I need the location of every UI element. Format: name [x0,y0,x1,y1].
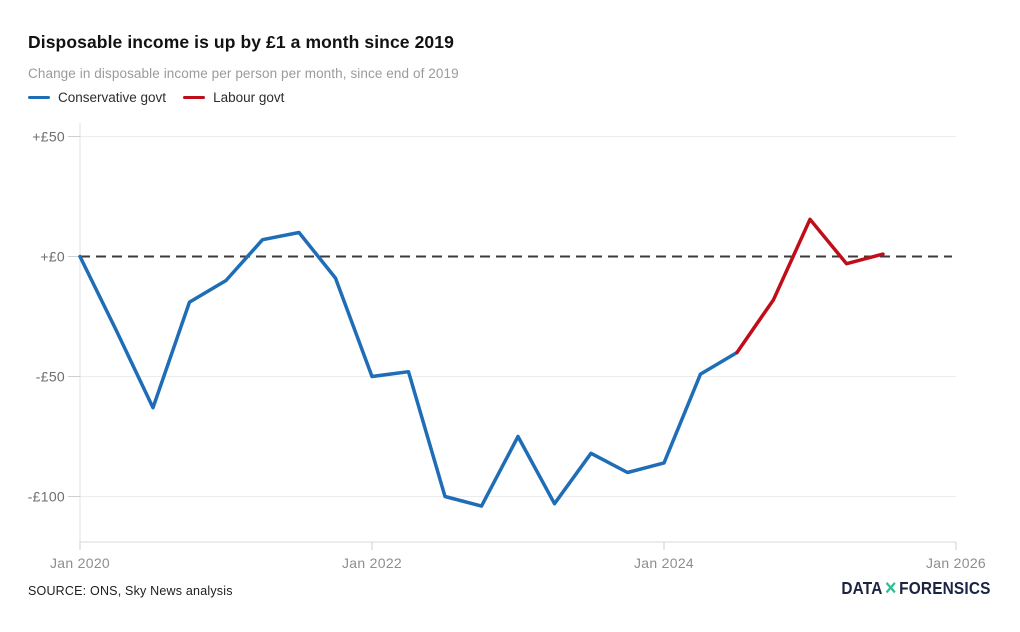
legend: Conservative govt Labour govt [28,90,284,105]
x-axis-label: Jan 2026 [926,555,986,571]
legend-item-labour: Labour govt [183,90,284,105]
conservative-line-swatch [28,96,50,99]
series-line-conservative-govt [78,230,739,508]
chart-subtitle: Change in disposable income per person p… [28,66,459,81]
logo-forensics-text: FORENSICS [899,578,991,598]
labour-line-swatch [183,96,206,99]
x-axis-label: Jan 2022 [342,555,402,571]
y-axis-label: -£50 [36,369,65,385]
logo-data-text: DATA [841,578,883,598]
x-axis-label: Jan 2024 [634,555,694,571]
series-line-labour-govt [735,217,885,355]
page-title: Disposable income is up by £1 a month si… [28,32,454,52]
y-axis-label: +£0 [40,249,65,265]
y-axis-label: -£100 [28,489,65,505]
legend-item-conservative: Conservative govt [28,90,166,105]
data-forensics-logo: DATA ✕ FORENSICS [842,578,991,599]
legend-label-conservative: Conservative govt [58,90,167,105]
x-axis-label: Jan 2020 [50,555,110,571]
logo-x-icon: ✕ [884,578,898,598]
legend-label-labour: Labour govt [213,90,285,105]
y-axis-label: +£50 [32,129,65,145]
source-note: SOURCE: ONS, Sky News analysis [28,584,233,598]
